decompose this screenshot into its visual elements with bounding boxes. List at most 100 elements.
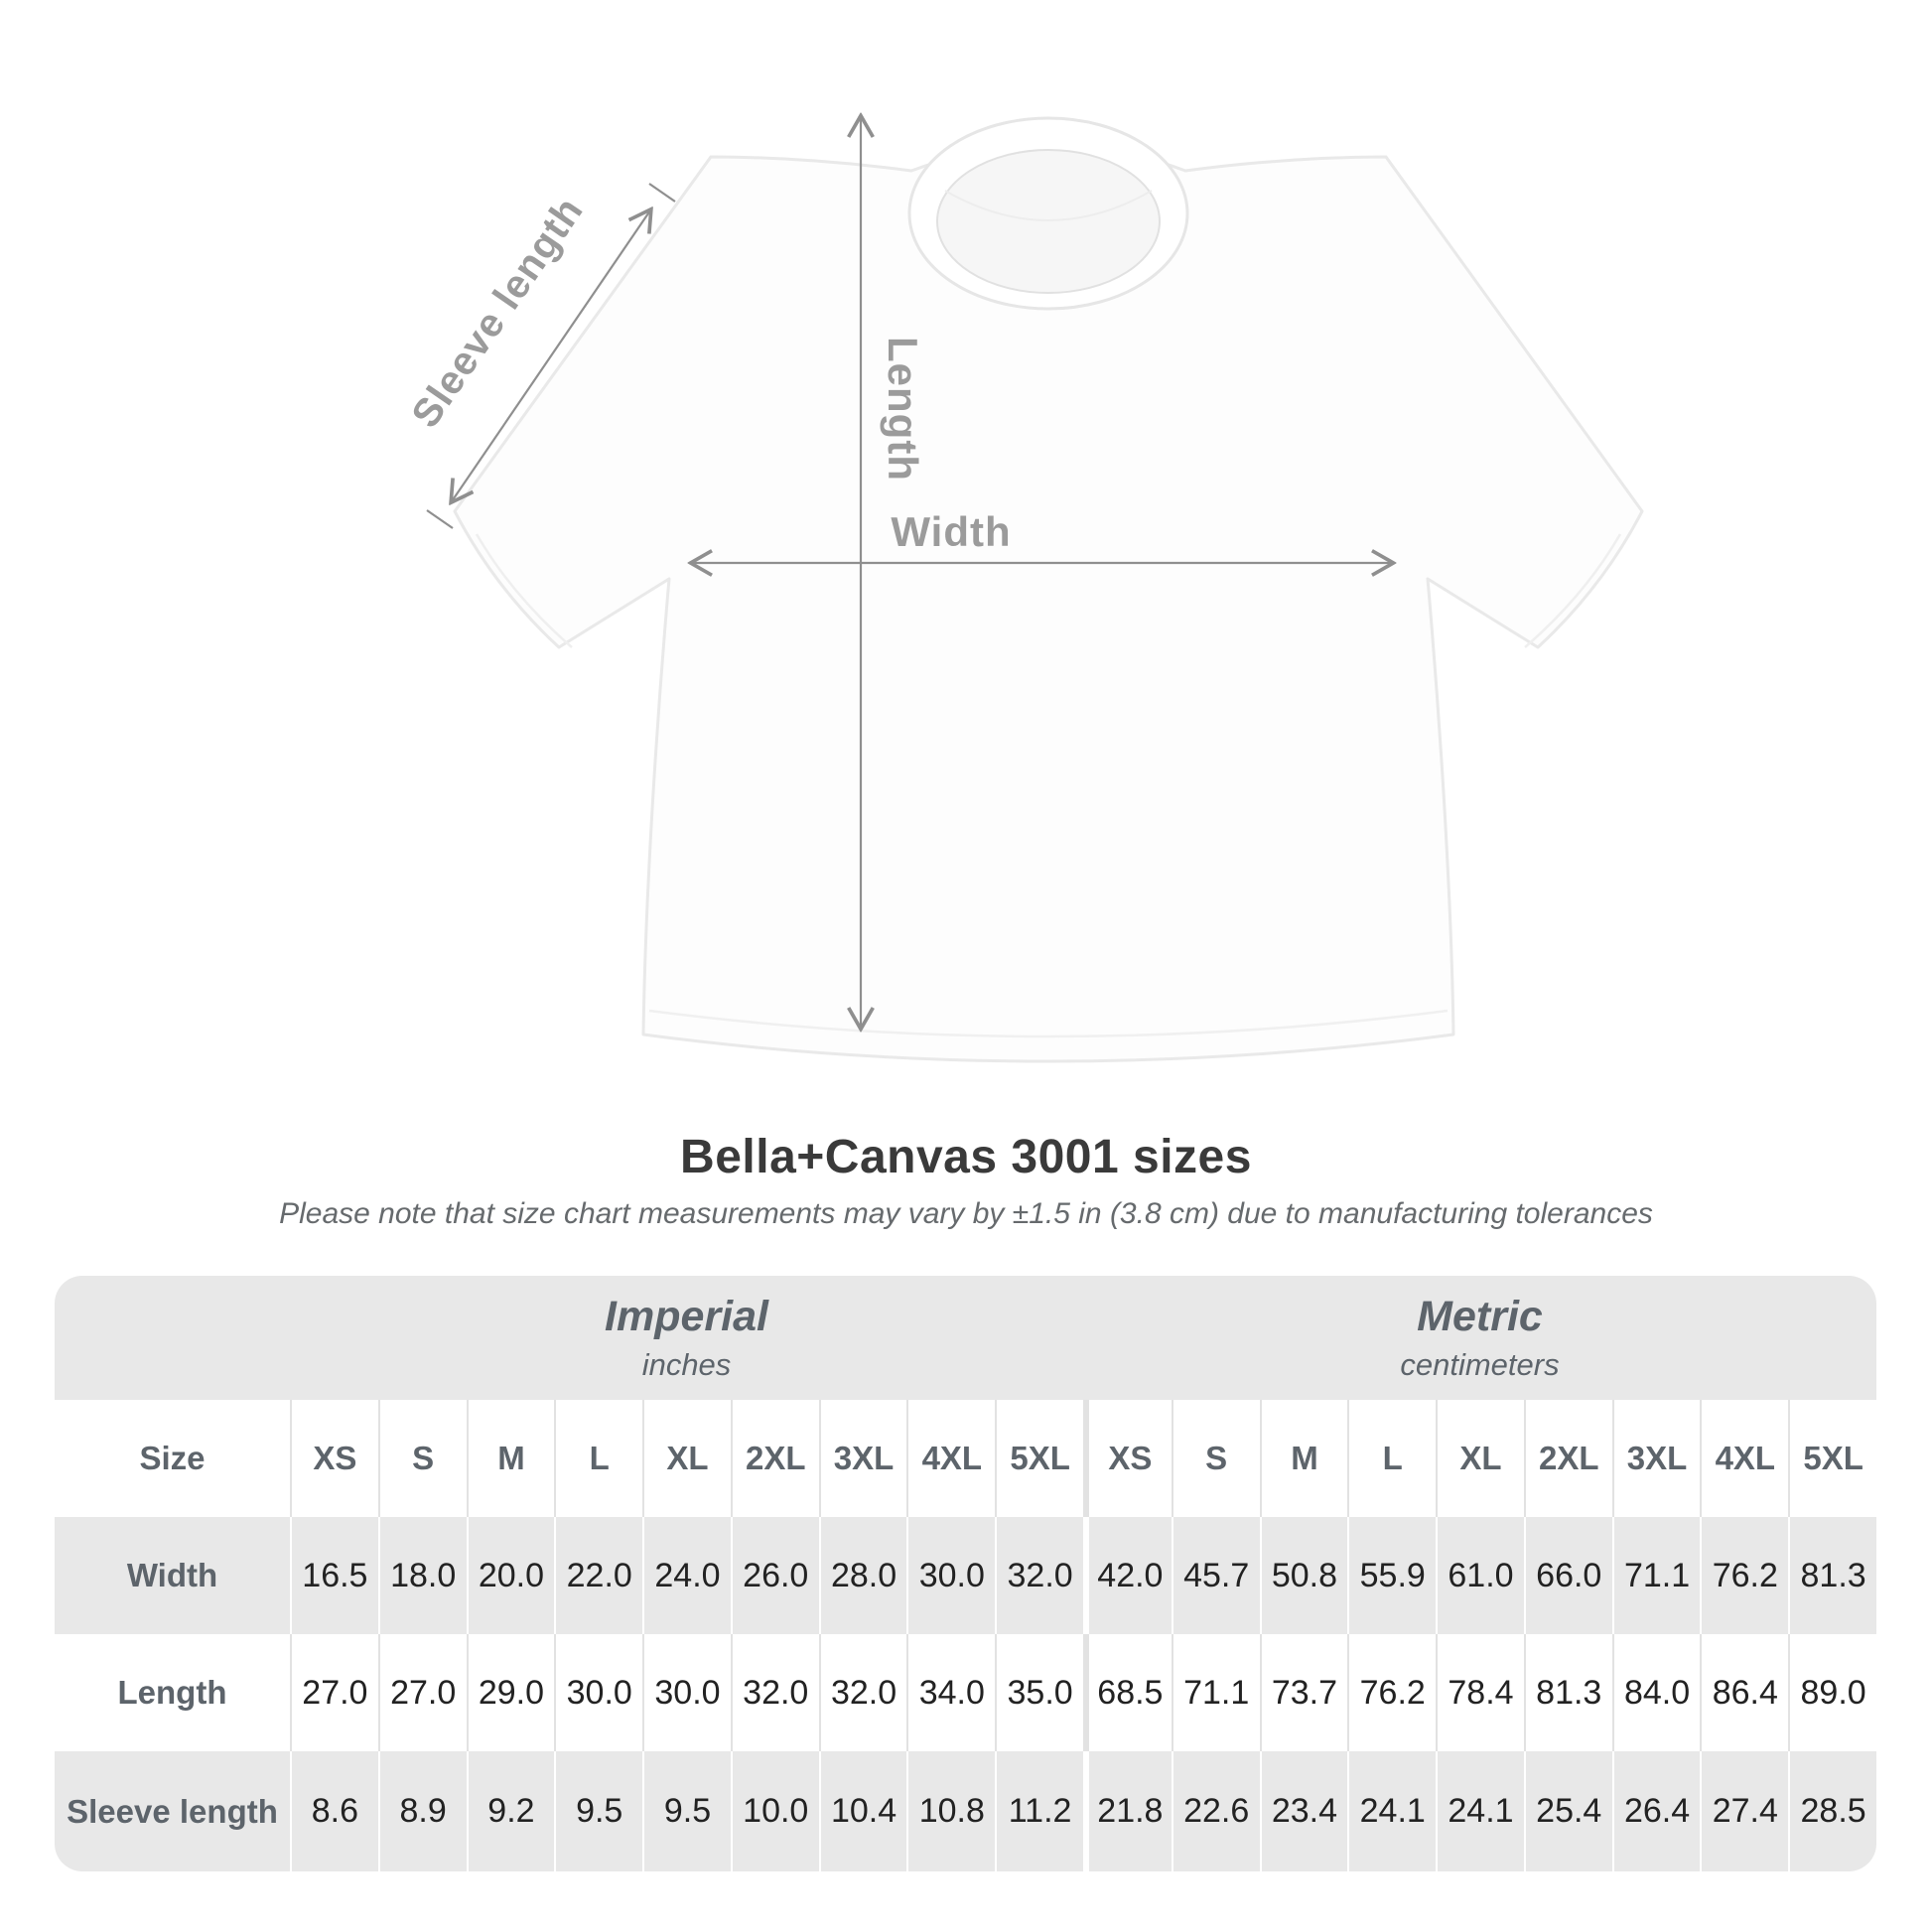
size-header-cell: XL	[1436, 1400, 1524, 1517]
size-header-cell: S	[377, 1400, 467, 1517]
table-cell: 50.8	[1259, 1517, 1348, 1634]
size-header-cell: 3XL	[818, 1400, 907, 1517]
size-header-cell: M	[1259, 1400, 1348, 1517]
table-cell: 73.7	[1259, 1634, 1348, 1751]
table-cell: 86.4	[1700, 1634, 1788, 1751]
size-header-cell: L	[554, 1400, 642, 1517]
unit-group-metric: Metric centimeters	[1083, 1276, 1876, 1400]
table-cell: 76.2	[1700, 1517, 1788, 1634]
unit-group-name: Imperial	[605, 1293, 768, 1340]
table-cell: 30.0	[906, 1517, 995, 1634]
row-label: Length	[117, 1674, 227, 1711]
table-cell: 24.1	[1436, 1751, 1524, 1871]
table-cell: 35.0	[995, 1634, 1083, 1751]
table-row-sleeve-length: Sleeve length 8.6 8.9 9.2 9.5 9.5 10.0 1…	[55, 1751, 1876, 1871]
table-cell: 84.0	[1611, 1634, 1701, 1751]
width-label: Width	[891, 508, 1011, 555]
table-cell: 29.0	[466, 1634, 555, 1751]
tshirt-graphic	[453, 116, 1644, 1063]
right-cuff-seam	[1524, 533, 1622, 648]
unit-group-unit: centimeters	[1400, 1347, 1560, 1382]
table-cell: 22.0	[554, 1517, 642, 1634]
collar-back-seam	[944, 190, 1153, 221]
table-cell: 10.0	[730, 1751, 819, 1871]
length-label: Length	[880, 337, 926, 482]
table-cell: 25.4	[1523, 1751, 1612, 1871]
table-cell: 32.0	[730, 1634, 819, 1751]
table-cell: 23.4	[1259, 1751, 1348, 1871]
table-cell: 34.0	[906, 1634, 995, 1751]
table-cell: 32.0	[995, 1517, 1083, 1634]
size-header-cell: 3XL	[1611, 1400, 1701, 1517]
table-cell: 16.5	[290, 1517, 378, 1634]
unit-group-imperial: Imperial inches	[290, 1276, 1083, 1400]
size-header-cell: 4XL	[1700, 1400, 1788, 1517]
table-cell: 81.3	[1523, 1634, 1612, 1751]
size-header-cell: L	[1347, 1400, 1436, 1517]
table-cell: 9.2	[466, 1751, 555, 1871]
table-cell: 45.7	[1171, 1517, 1260, 1634]
table-cell: 10.8	[906, 1751, 995, 1871]
table-cell: 28.5	[1788, 1751, 1876, 1871]
table-cell: 68.5	[1083, 1634, 1172, 1751]
table-cell: 9.5	[642, 1751, 731, 1871]
table-cell: 10.4	[818, 1751, 907, 1871]
table-cell: 21.8	[1083, 1751, 1172, 1871]
table-cell: 61.0	[1436, 1517, 1524, 1634]
table-cell: 81.3	[1788, 1517, 1876, 1634]
row-label: Width	[126, 1557, 218, 1593]
tshirt-diagram: Sleeve length Length Width	[403, 0, 1644, 1063]
page-subtitle: Please note that size chart measurements…	[279, 1197, 1653, 1230]
table-cell: 30.0	[554, 1634, 642, 1751]
table-cell: 71.1	[1611, 1517, 1701, 1634]
table-cell: 42.0	[1083, 1517, 1172, 1634]
table-row-length: Length 27.0 27.0 29.0 30.0 30.0 32.0 32.…	[55, 1634, 1876, 1751]
table-cell: 20.0	[466, 1517, 555, 1634]
table-cell: 27.0	[377, 1634, 467, 1751]
table-cell: 89.0	[1788, 1634, 1876, 1751]
table-cell: 8.6	[290, 1751, 378, 1871]
table-row-width: Width 16.5 18.0 20.0 22.0 24.0 26.0 28.0…	[55, 1517, 1876, 1634]
left-cuff-seam	[475, 533, 573, 648]
table-cell: 24.0	[642, 1517, 731, 1634]
size-header-row: Size XS S M L XL 2XL 3XL 4XL 5XL XS S M …	[55, 1400, 1876, 1517]
size-header-cell: 4XL	[906, 1400, 995, 1517]
size-header-cell: 2XL	[1523, 1400, 1612, 1517]
unit-header-band: Imperial inches Metric centimeters	[55, 1276, 1876, 1400]
table-cell: 78.4	[1436, 1634, 1524, 1751]
size-header-cell: 5XL	[995, 1400, 1083, 1517]
size-header-cell: XS	[1083, 1400, 1172, 1517]
page-title: Bella+Canvas 3001 sizes	[680, 1131, 1252, 1183]
table-cell: 24.1	[1347, 1751, 1436, 1871]
table-cell: 8.9	[377, 1751, 467, 1871]
unit-group-unit: inches	[641, 1347, 732, 1382]
table-cell: 27.0	[290, 1634, 378, 1751]
size-header-cell: XS	[290, 1400, 378, 1517]
size-table: Imperial inches Metric centimeters Size …	[55, 1276, 1876, 1871]
table-cell: 71.1	[1171, 1634, 1260, 1751]
table-cell: 28.0	[818, 1517, 907, 1634]
table-cell: 11.2	[995, 1751, 1083, 1871]
sleeve-length-arrow	[426, 183, 676, 529]
table-cell: 26.4	[1611, 1751, 1701, 1871]
unit-group-name: Metric	[1417, 1293, 1543, 1340]
row-label: Sleeve length	[67, 1792, 278, 1830]
table-cell: 18.0	[377, 1517, 467, 1634]
table-cell: 27.4	[1700, 1751, 1788, 1871]
size-header-cell: XL	[642, 1400, 731, 1517]
table-cell: 32.0	[818, 1634, 907, 1751]
table-cell: 55.9	[1347, 1517, 1436, 1634]
size-header: Size	[139, 1440, 206, 1476]
table-cell: 30.0	[642, 1634, 731, 1751]
table-cell: 76.2	[1347, 1634, 1436, 1751]
size-header-cell: M	[466, 1400, 555, 1517]
table-cell: 26.0	[730, 1517, 819, 1634]
table-cell: 66.0	[1523, 1517, 1612, 1634]
size-header-cell: 5XL	[1788, 1400, 1876, 1517]
size-header-cell: 2XL	[730, 1400, 819, 1517]
table-cell: 9.5	[554, 1751, 642, 1871]
table-cell: 22.6	[1171, 1751, 1260, 1871]
size-header-cell: S	[1171, 1400, 1260, 1517]
tshirt-body	[453, 143, 1644, 1063]
hem-seam	[648, 1009, 1449, 1038]
